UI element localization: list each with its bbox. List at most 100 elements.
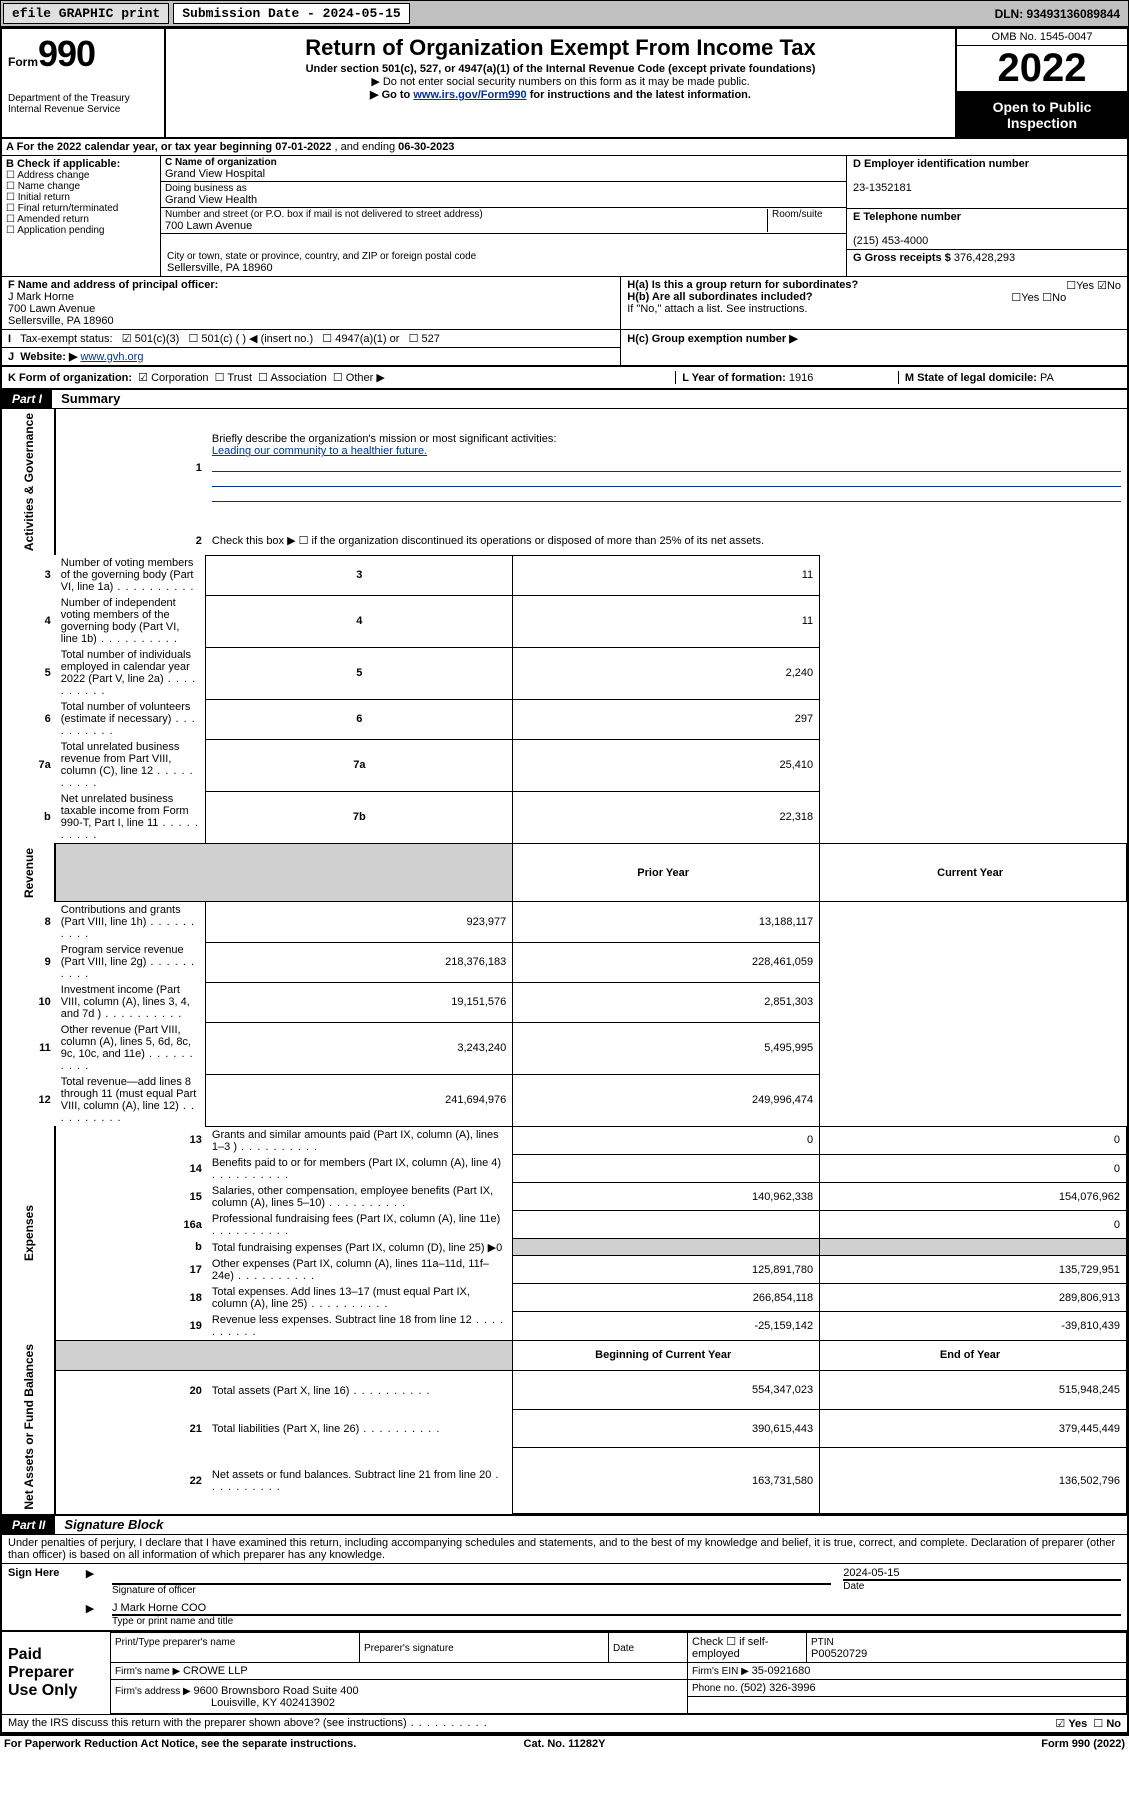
submission-date: Submission Date - 2024-05-15 xyxy=(173,3,409,24)
firm-ein: Firm's EIN ▶ 35-0921680 xyxy=(688,1663,1127,1680)
line-21: Total liabilities (Part X, line 26) xyxy=(206,1410,513,1448)
box-b: B Check if applicable: ☐ Address change … xyxy=(2,156,161,276)
form-number: 990 xyxy=(38,33,95,74)
line-8: Contributions and grants (Part VIII, lin… xyxy=(55,902,206,943)
form-footer: Form 990 (2022) xyxy=(1041,1738,1125,1750)
perjury-declaration: Under penalties of perjury, I declare th… xyxy=(1,1535,1128,1564)
cb-final-return[interactable]: ☐ Final return/terminated xyxy=(6,203,156,214)
city-box: City or town, state or province, country… xyxy=(161,249,846,276)
row-m: M State of legal domicile: PA xyxy=(898,371,1121,384)
line-16a: Professional fundraising fees (Part IX, … xyxy=(206,1211,513,1239)
form-990: Form990 Department of the Treasury Inter… xyxy=(0,27,1129,1734)
row-k: K Form of organization: ☑ Corporation ☐ … xyxy=(8,371,676,384)
box-h: H(a) Is this a group return for subordin… xyxy=(621,277,1127,330)
line-7a: Total unrelated business revenue from Pa… xyxy=(55,739,206,791)
efile-print-button[interactable]: efile GRAPHIC print xyxy=(3,3,169,24)
header-sub1: Under section 501(c), 527, or 4947(a)(1)… xyxy=(172,63,949,75)
row-a: A For the 2022 calendar year, or tax yea… xyxy=(1,138,1128,156)
type-name-label: Type or print name and title xyxy=(112,1616,1121,1627)
line-6: Total number of volunteers (estimate if … xyxy=(55,699,206,739)
line-19: Revenue less expenses. Subtract line 18 … xyxy=(206,1312,513,1341)
org-name-box: C Name of organization Grand View Hospit… xyxy=(161,156,846,182)
omb-number: OMB No. 1545-0047 xyxy=(957,29,1127,46)
line-20: Total assets (Part X, line 16) xyxy=(206,1371,513,1410)
side-expenses: Expenses xyxy=(2,1126,55,1340)
irs-label: Internal Revenue Service xyxy=(8,104,158,115)
line-14: Benefits paid to or for members (Part IX… xyxy=(206,1155,513,1183)
line-22: Net assets or fund balances. Subtract li… xyxy=(206,1448,513,1514)
hdr-prior: Prior Year xyxy=(513,844,820,902)
line-12: Total revenue—add lines 8 through 11 (mu… xyxy=(55,1074,206,1126)
row-i: I Tax-exempt status: ☑ 501(c)(3) ☐ 501(c… xyxy=(2,330,621,348)
gross-receipts: G Gross receipts $ 376,428,293 xyxy=(847,249,1127,266)
cb-application-pending[interactable]: ☐ Application pending xyxy=(6,225,156,236)
header-center: Return of Organization Exempt From Incom… xyxy=(165,28,956,138)
street-box: Number and street (or P.O. box if mail i… xyxy=(161,208,846,234)
form-title: Return of Organization Exempt From Incom… xyxy=(172,35,949,61)
mission-text[interactable]: Leading our community to a healthier fut… xyxy=(212,445,427,457)
line-2: Check this box ▶ ☐ if the organization d… xyxy=(206,527,1127,555)
arrow-icon: ▶ xyxy=(74,1599,106,1630)
prep-sig-hdr: Preparer's signature xyxy=(360,1633,609,1663)
line-b: Total fundraising expenses (Part IX, col… xyxy=(206,1239,513,1256)
open-to-public: Open to Public Inspection xyxy=(957,93,1127,137)
officer-name-title: J Mark Horne COO xyxy=(112,1602,1121,1614)
row-j: J Website: ▶ www.gvh.org xyxy=(2,348,621,366)
header-right: OMB No. 1545-0047 2022 Open to Public In… xyxy=(956,28,1128,138)
row-hc: H(c) Group exemption number ▶ xyxy=(621,330,1127,366)
form-word: Form xyxy=(8,55,38,69)
firm-name: Firm's name ▶ CROWE LLP xyxy=(111,1663,688,1680)
principal-officer: F Name and address of principal officer:… xyxy=(8,279,614,327)
header-left: Form990 Department of the Treasury Inter… xyxy=(1,28,165,138)
form990-link[interactable]: www.irs.gov/Form990 xyxy=(413,89,526,101)
cb-name-change[interactable]: ☐ Name change xyxy=(6,181,156,192)
line-11: Other revenue (Part VIII, column (A), li… xyxy=(55,1022,206,1074)
line-3: Number of voting members of the governin… xyxy=(55,555,206,595)
side-activities: Activities & Governance xyxy=(2,409,55,555)
part-i-header: Part I xyxy=(2,390,52,408)
room-suite-label: Room/suite xyxy=(772,209,842,220)
side-net-assets: Net Assets or Fund Balances xyxy=(2,1340,55,1514)
b-label: B Check if applicable: xyxy=(6,158,156,170)
phone-box: E Telephone number (215) 453-4000 xyxy=(847,208,1127,249)
prep-date-hdr: Date xyxy=(609,1633,688,1663)
firm-address: Firm's address ▶ 9600 Brownsboro Road Su… xyxy=(111,1680,688,1714)
header-sub2: Do not enter social security numbers on … xyxy=(172,75,949,88)
line-4: Number of independent voting members of … xyxy=(55,595,206,647)
part-ii-title: Signature Block xyxy=(58,1517,163,1532)
paid-preparer-label: Paid Preparer Use Only xyxy=(2,1632,110,1714)
dba-box: Doing business as Grand View Health xyxy=(161,182,846,208)
dept-treasury: Department of the Treasury xyxy=(8,93,158,104)
part-ii-header: Part II xyxy=(2,1516,55,1534)
top-bar: efile GRAPHIC print Submission Date - 20… xyxy=(0,0,1129,27)
tax-year: 2022 xyxy=(957,46,1127,93)
ptin-box: PTINP00520729 xyxy=(807,1633,1127,1663)
line-1: Briefly describe the organization's miss… xyxy=(206,409,1127,527)
cat-no: Cat. No. 11282Y xyxy=(524,1738,606,1750)
cb-amended-return[interactable]: ☐ Amended return xyxy=(6,214,156,225)
self-employed-check[interactable]: Check ☐ if self-employed xyxy=(688,1633,807,1663)
line-17: Other expenses (Part IX, column (A), lin… xyxy=(206,1256,513,1284)
sig-date: 2024-05-15 xyxy=(843,1567,1121,1579)
dln-label: DLN: 93493136089844 xyxy=(995,7,1126,21)
header-sub3: Go to www.irs.gov/Form990 for instructio… xyxy=(172,88,949,101)
discuss-row: May the IRS discuss this return with the… xyxy=(1,1715,1128,1734)
sign-here: Sign Here xyxy=(2,1564,74,1630)
hdr-current: Current Year xyxy=(820,844,1127,902)
website-link[interactable]: www.gvh.org xyxy=(80,351,143,363)
side-revenue: Revenue xyxy=(2,844,55,902)
firm-phone: Phone no. (502) 326-3996 xyxy=(688,1680,1127,1697)
line-9: Program service revenue (Part VIII, line… xyxy=(55,942,206,982)
ein-box: D Employer identification number 23-1352… xyxy=(847,156,1127,196)
prep-name-hdr: Print/Type preparer's name xyxy=(111,1633,360,1663)
sig-officer-label: Signature of officer xyxy=(112,1585,831,1596)
cb-address-change[interactable]: ☐ Address change xyxy=(6,170,156,181)
line-18: Total expenses. Add lines 13–17 (must eq… xyxy=(206,1284,513,1312)
part-i-title: Summary xyxy=(55,391,120,406)
line-7b: Net unrelated business taxable income fr… xyxy=(55,791,206,844)
cb-initial-return[interactable]: ☐ Initial return xyxy=(6,192,156,203)
row-l: L Year of formation: 1916 xyxy=(676,371,899,384)
pra-notice: For Paperwork Reduction Act Notice, see … xyxy=(4,1738,356,1750)
arrow-icon: ▶ xyxy=(74,1564,106,1599)
date-label: Date xyxy=(843,1581,1121,1592)
